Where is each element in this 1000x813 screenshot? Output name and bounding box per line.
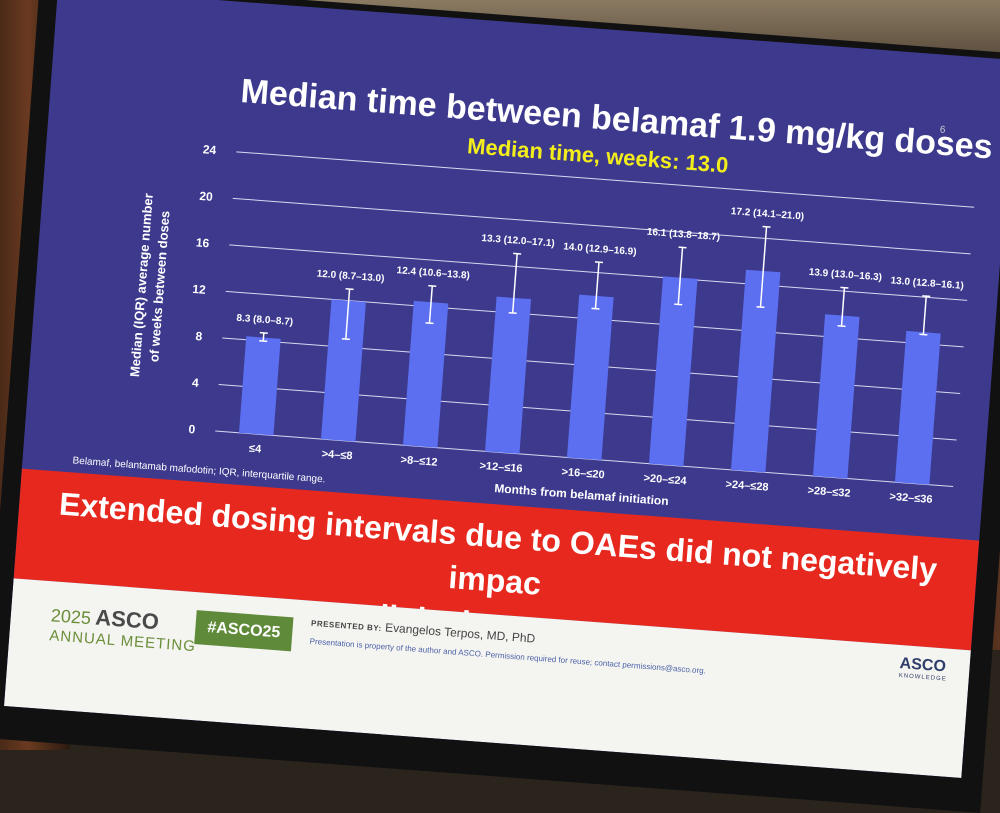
error-bar-cap [341,338,350,341]
asco-brand-logo: ASCO KNOWLEDGE [899,655,949,683]
bar [239,336,281,436]
error-bar [428,285,434,324]
error-bar-cap [428,284,437,287]
y-tick-label: 4 [192,376,200,390]
x-tick-label: >28–≤32 [807,485,851,500]
x-tick-label: >12–≤16 [479,460,523,475]
gridline [232,197,971,255]
y-tick-label: 16 [195,235,210,250]
x-tick-label: >32–≤36 [889,491,933,506]
y-tick-label: 20 [199,189,214,204]
error-bar [262,332,265,342]
y-tick-label: 24 [202,142,217,157]
meeting-year: 2025 [50,605,92,629]
data-label: 17.2 (14.1–21.0) [730,206,804,222]
error-bar [922,296,927,335]
presentation-slide: Median time between belamaf 1.9 mg/kg do… [4,0,1000,778]
error-bar-cap [594,261,604,264]
y-tick-label: 0 [188,422,196,436]
data-label: 12.0 (8.7–13.0) [316,269,384,285]
y-tick-label: 12 [192,282,207,297]
x-tick-label: >8–≤12 [400,454,438,469]
error-bar-cap [508,311,517,315]
error-bar-cap [922,295,931,298]
data-label: 13.9 (13.0–16.3) [808,267,882,283]
y-tick-label: 8 [195,329,203,343]
error-bar-cap [259,339,268,343]
x-tick-label: >24–≤28 [725,478,769,493]
brand-name: ASCO [899,655,947,676]
error-bar [840,287,846,327]
x-tick-label: >16–≤20 [561,466,605,481]
bar [812,314,860,479]
error-bar-cap [837,324,846,328]
gridline [236,151,975,208]
error-bar-cap [345,287,354,291]
x-tick-label: ≤4 [249,443,263,456]
error-bar [677,247,684,305]
hashtag-badge: #ASCO25 [194,610,294,652]
bar [730,269,781,473]
bar [484,296,532,454]
error-bar-cap [259,331,268,334]
error-bar [759,226,768,308]
presented-label: PRESENTED BY: [310,618,383,634]
bar [648,276,698,467]
error-bar-cap [425,322,434,325]
error-bar-cap [513,252,522,255]
data-label: 8.3 (8.0–8.7) [236,313,293,328]
error-bar [594,262,600,309]
data-label: 12.4 (10.6–13.8) [396,265,470,281]
bar [402,300,449,448]
error-bar-cap [591,307,600,310]
meeting-logo: 2025 ASCO ANNUAL MEETING [49,601,199,656]
error-bar-cap [678,246,687,249]
error-bar-cap [919,333,928,336]
bar [894,330,941,485]
presenter-name: Evangelos Terpos, MD, PhD [384,620,536,646]
x-tick-label: >4–≤8 [321,448,353,462]
error-bar-cap [762,225,771,228]
x-axis-label: Months from belamaf initiation [494,481,669,508]
error-bar [345,288,351,340]
page-number: 6 [939,124,946,136]
error-bar-cap [756,306,765,309]
error-bar-cap [840,286,849,289]
data-label: 16.1 (13.8–18.7) [646,227,720,243]
data-label: 13.0 (12.8–16.1) [890,275,964,291]
data-label: 14.0 (12.9–16.9) [563,241,637,257]
x-tick-label: >20–≤24 [643,472,688,487]
meeting-org: ASCO [94,604,160,635]
data-label: 13.3 (12.0–17.1) [481,233,555,249]
error-bar-cap [674,303,683,306]
error-bar [511,253,518,314]
bar [566,294,614,461]
bar [320,299,366,442]
